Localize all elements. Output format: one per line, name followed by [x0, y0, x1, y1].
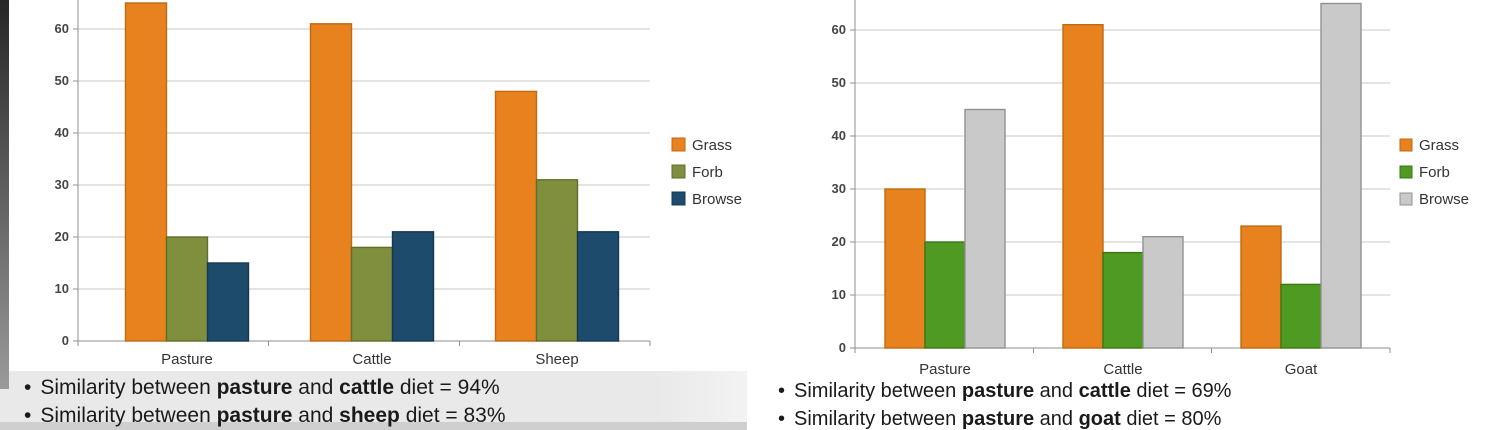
- note-emphasis: goat: [1078, 408, 1121, 430]
- bar-forb-cattle: [350, 246, 394, 342]
- y-tick-label: 60: [55, 21, 69, 36]
- right-chart-notes: • Similarity between pasture and cattle d…: [778, 377, 1231, 430]
- note-text: and: [292, 404, 340, 427]
- y-tick-label: 40: [55, 125, 69, 140]
- y-tick-label: 50: [55, 73, 69, 88]
- legend-item-browse: Browse: [1399, 191, 1469, 208]
- video-edge-strip: [0, 0, 9, 389]
- note-text: Similarity between: [794, 408, 962, 430]
- legend-marker-browse: [671, 191, 686, 206]
- x-label-sheep: Sheep: [535, 351, 578, 368]
- legend-item-forb: Forb: [1399, 164, 1450, 181]
- note-text: diet = 83%: [399, 404, 506, 427]
- x-label-pasture: Pasture: [161, 351, 213, 368]
- bar-grass-sheep: [494, 90, 538, 342]
- bar-browse-cattle: [1142, 235, 1184, 349]
- bar-browse-sheep: [576, 231, 620, 342]
- y-tick-label: 20: [55, 229, 69, 244]
- legend-label-grass: Grass: [1419, 137, 1459, 154]
- legend-label-browse: Browse: [1419, 191, 1469, 208]
- y-tick-label: 10: [55, 281, 69, 296]
- note-text: and: [1034, 380, 1079, 402]
- legend-marker-forb: [671, 164, 686, 179]
- bullet-point: •: [778, 408, 786, 430]
- bar-grass-cattle: [1062, 24, 1104, 349]
- legend-item-grass: Grass: [671, 137, 732, 154]
- note-text: diet = 69%: [1130, 380, 1232, 402]
- similarity-note-line: • Similarity between pasture and cattle d…: [778, 377, 1231, 405]
- bar-browse-cattle: [391, 231, 435, 342]
- note-text: Similarity between: [794, 380, 962, 402]
- y-tick-label: 0: [839, 340, 846, 355]
- note-emphasis: pasture: [961, 408, 1035, 430]
- bar-forb-goat: [1280, 283, 1322, 349]
- legend-marker-grass: [671, 137, 686, 152]
- legend-marker-forb: [1399, 165, 1413, 179]
- x-label-cattle: Cattle: [352, 351, 391, 368]
- legend-item-grass: Grass: [1399, 137, 1459, 154]
- bullet-point: •: [778, 380, 786, 402]
- x-label-cattle: Cattle: [1103, 361, 1142, 378]
- bar-grass-goat: [1240, 225, 1282, 349]
- legend-label-forb: Forb: [692, 164, 723, 181]
- bar-forb-pasture: [924, 241, 966, 349]
- note-text: Similarity between: [40, 404, 217, 427]
- similarity-note-line: • Similarity between pasture and sheep di…: [24, 402, 506, 430]
- legend-label-browse: Browse: [692, 191, 742, 208]
- note-emphasis: pasture: [961, 380, 1035, 402]
- note-text: Similarity between: [40, 376, 217, 399]
- bullet-point: •: [24, 376, 32, 399]
- bar-forb-sheep: [535, 179, 579, 342]
- left-chart-notes: • Similarity between pasture and cattle d…: [24, 374, 506, 430]
- bar-grass-pasture: [884, 188, 926, 349]
- y-tick-label: 10: [832, 287, 846, 302]
- bar-grass-cattle: [309, 23, 353, 342]
- note-text: and: [1034, 408, 1079, 430]
- note-emphasis: cattle: [339, 376, 395, 399]
- legend-marker-grass: [1399, 138, 1413, 152]
- bar-browse-pasture: [206, 262, 250, 342]
- bar-forb-pasture: [165, 236, 209, 342]
- x-label-goat: Goat: [1285, 361, 1318, 378]
- left-notes-background: [0, 371, 747, 422]
- bar-browse-goat: [1320, 2, 1362, 349]
- similarity-note-line: • Similarity between pasture and goat die…: [778, 405, 1231, 430]
- legend-marker-browse: [1399, 192, 1413, 206]
- note-text: and: [292, 376, 340, 399]
- legend-label-grass: Grass: [692, 137, 732, 154]
- legend-label-forb: Forb: [1419, 164, 1450, 181]
- bar-forb-cattle: [1102, 251, 1144, 349]
- y-tick-label: 0: [62, 333, 69, 348]
- bullet-point: •: [24, 404, 32, 427]
- note-text: diet = 94%: [394, 376, 500, 399]
- note-emphasis: sheep: [339, 404, 400, 427]
- bar-grass-pasture: [124, 2, 168, 342]
- similarity-note-line: • Similarity between pasture and cattle d…: [24, 374, 506, 402]
- y-tick-label: 30: [55, 177, 69, 192]
- y-tick-label: 60: [832, 22, 846, 37]
- note-emphasis: pasture: [216, 376, 293, 399]
- y-tick-label: 20: [832, 234, 846, 249]
- y-tick-label: 50: [832, 75, 846, 90]
- x-label-pasture: Pasture: [919, 361, 971, 378]
- note-emphasis: pasture: [216, 404, 293, 427]
- left-notes-background-strip: [0, 422, 747, 430]
- y-tick-label: 30: [832, 181, 846, 196]
- note-emphasis: cattle: [1078, 380, 1131, 402]
- y-tick-label: 40: [832, 128, 846, 143]
- legend-item-forb: Forb: [671, 164, 723, 181]
- legend-item-browse: Browse: [671, 191, 742, 208]
- note-text: diet = 80%: [1120, 408, 1222, 430]
- bar-browse-pasture: [964, 108, 1006, 349]
